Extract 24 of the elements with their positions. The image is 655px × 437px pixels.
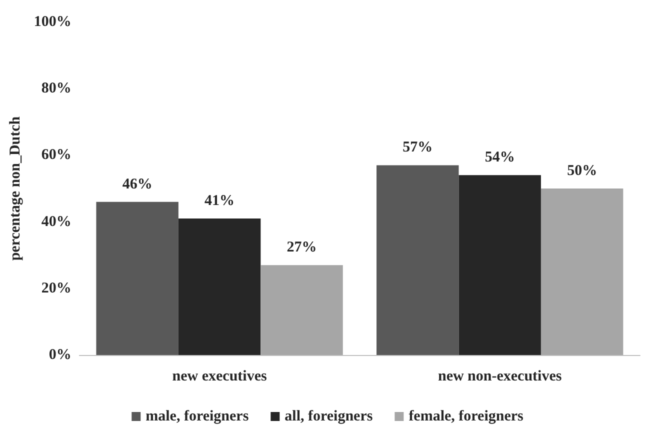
data-label: 57% <box>402 140 433 156</box>
bar <box>540 188 624 355</box>
y-tick-label: 100% <box>34 14 72 30</box>
x-tick-label: new executives <box>172 368 267 384</box>
legend-label: female, foreigners <box>408 408 524 424</box>
y-tick-label: 40% <box>41 214 72 230</box>
data-label: 27% <box>286 240 317 256</box>
y-tick-label: 0% <box>48 347 72 363</box>
bar <box>458 175 541 355</box>
y-tick-label: 60% <box>41 147 72 164</box>
data-label: 54% <box>484 150 515 166</box>
x-tick-label: new non-executives <box>438 368 562 384</box>
bar <box>178 218 261 355</box>
y-tick-label: 80% <box>41 80 72 97</box>
legend-label: male, foreigners <box>146 408 249 424</box>
y-axis-title: percentage non_Dutch <box>8 116 24 261</box>
data-label: 46% <box>122 176 152 192</box>
bar <box>260 265 343 355</box>
data-label: 41% <box>204 192 235 209</box>
bar <box>376 165 459 355</box>
data-label: 50% <box>567 163 598 179</box>
bar <box>96 202 178 355</box>
legend-label: all, foreigners <box>284 408 373 424</box>
y-tick-label: 20% <box>41 280 72 296</box>
